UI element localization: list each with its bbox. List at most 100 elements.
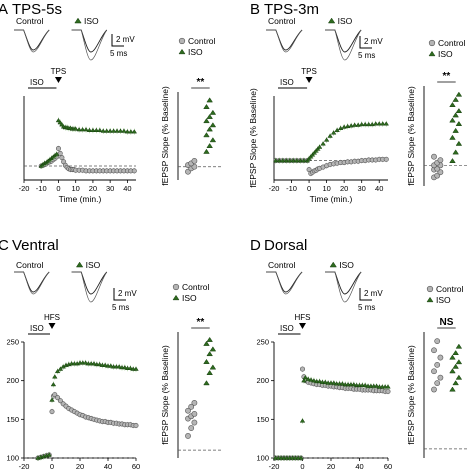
x-tick-label: 0 — [300, 462, 304, 471]
series-iso — [38, 117, 138, 169]
summary-point-control — [191, 399, 198, 406]
x-tick-label: 0 — [56, 184, 60, 193]
scale-amplitude: 2 mV — [364, 289, 383, 298]
summary-point-control — [188, 425, 195, 431]
data-point — [373, 383, 380, 388]
data-point — [283, 158, 290, 163]
summary-point-iso — [209, 137, 217, 143]
y-tick-label: 150 — [6, 415, 19, 424]
significance-label: ** — [197, 317, 205, 328]
summary-point-iso — [206, 126, 213, 132]
trace-label-iso: ISO — [84, 16, 99, 26]
control-trace-baseline — [266, 271, 303, 293]
x-tick-label: 40 — [355, 462, 363, 471]
x-tick-label: -20 — [19, 184, 30, 193]
summary-point-iso — [455, 108, 463, 114]
summary-point-control — [434, 361, 441, 368]
summary-point-control — [437, 374, 444, 381]
summary-point-iso — [206, 351, 213, 357]
summary-point-iso — [452, 380, 459, 386]
trace-label-iso-icon — [327, 17, 336, 24]
data-point — [108, 363, 114, 368]
scale-time: 5 ms — [358, 303, 375, 312]
significance-label: NS — [439, 317, 453, 328]
summary-point-control — [434, 380, 441, 387]
control-trace-baseline — [266, 29, 303, 51]
data-point — [331, 380, 337, 385]
time-course-plot: -20 -10 0 10 20 30 40 Time (min.) fEPSP Slope (%… — [248, 67, 390, 204]
data-point — [57, 150, 63, 156]
data-point — [91, 361, 97, 366]
y-tick-label: 200 — [6, 376, 19, 385]
summary-legend-control-icon — [178, 37, 186, 45]
data-point — [379, 121, 386, 126]
summary-legend-iso-icon — [428, 50, 436, 57]
data-point — [102, 362, 108, 367]
summary-point-iso — [455, 343, 463, 349]
x-tick-label: 10 — [72, 184, 80, 193]
summary-point-iso — [209, 109, 217, 115]
data-point — [49, 397, 55, 402]
data-point — [50, 382, 57, 387]
summary-legend-iso: ISO — [438, 49, 453, 59]
iso-trace-baseline — [325, 271, 362, 295]
data-point — [362, 121, 368, 127]
data-point — [337, 125, 344, 131]
summary-plot: fEPSP Slope (% Baseline) ** — [160, 317, 222, 458]
data-point — [107, 128, 113, 133]
drug-label: ISO — [280, 324, 294, 333]
summary-legend-control-icon — [172, 283, 180, 291]
summary-point-iso — [452, 350, 459, 356]
summary-point-iso — [203, 340, 210, 346]
summary-y-axis-title: fEPSP Slope (% Baseline) — [160, 86, 170, 186]
data-point — [124, 129, 131, 134]
trace-label-control: Control — [16, 260, 44, 270]
y-tick-label: 250 — [6, 338, 19, 347]
x-tick-label: 20 — [89, 184, 97, 193]
stim-marker — [305, 77, 313, 83]
trace-label-iso-icon — [74, 17, 82, 24]
summary-y-axis-title: fEPSP Slope (% Baseline) — [406, 86, 416, 186]
stim-label: TPS — [301, 67, 317, 76]
summary-point-iso — [449, 354, 456, 360]
scale-time: 5 ms — [358, 51, 375, 60]
data-point — [298, 455, 304, 460]
data-point — [327, 133, 333, 138]
data-point — [358, 121, 365, 127]
data-point — [280, 158, 286, 163]
summary-legend-iso: ISO — [436, 295, 451, 305]
x-tick-label: 40 — [375, 184, 383, 193]
scale-bar — [359, 288, 372, 301]
summary-point-iso — [206, 336, 213, 342]
summary-legend-iso-icon — [172, 294, 180, 301]
y-tick-label: 250 — [256, 338, 269, 347]
trace-label-control: Control — [268, 16, 296, 26]
summary-point-control — [431, 368, 437, 375]
summary-point-iso — [203, 118, 210, 124]
trace-label-iso: ISO — [338, 16, 353, 26]
data-point — [122, 364, 128, 370]
scale-amplitude: 2 mV — [116, 35, 135, 44]
control-trace-post — [14, 29, 50, 53]
iso-trace-baseline — [325, 29, 362, 53]
summary-point-control — [437, 354, 444, 361]
x-tick-label: 60 — [384, 462, 392, 471]
data-point — [55, 395, 61, 401]
x-tick-label: -20 — [269, 462, 280, 471]
data-point — [110, 128, 117, 133]
data-point — [320, 141, 326, 146]
data-point — [76, 127, 82, 132]
data-point — [301, 158, 307, 163]
x-tick-label: 10 — [322, 184, 330, 193]
control-trace-baseline — [14, 271, 50, 293]
summary-point-iso — [455, 91, 463, 97]
trace-label-iso-icon — [75, 261, 84, 268]
trace-label-iso: ISO — [86, 260, 101, 270]
data-point — [299, 366, 305, 372]
summary-legend-control: Control — [438, 38, 466, 48]
summary-point-iso — [203, 358, 210, 364]
series-iso — [272, 374, 391, 461]
